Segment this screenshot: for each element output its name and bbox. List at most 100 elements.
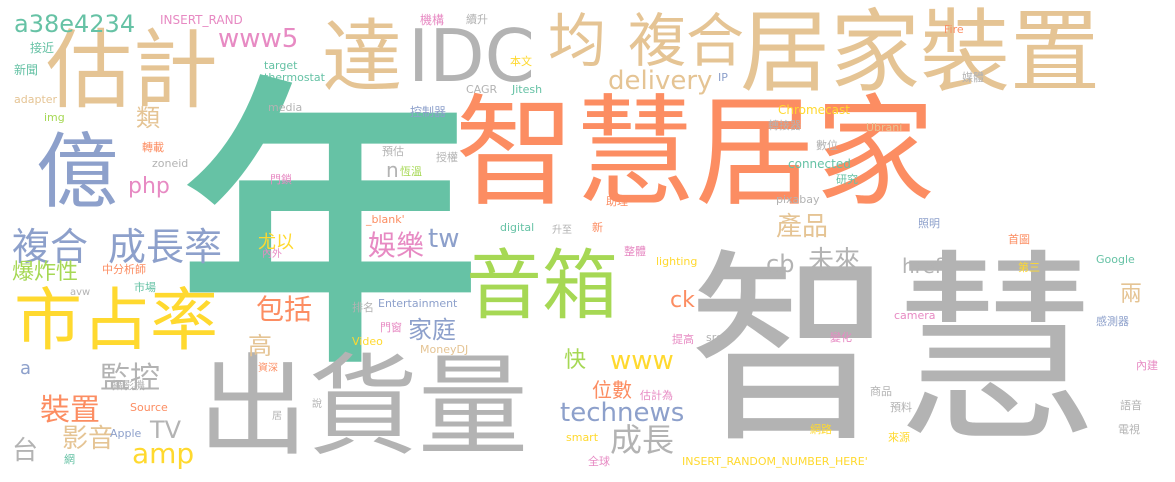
word-fuhe-top: 複合 — [628, 12, 744, 70]
word-a38e4234: a38e4234 — [14, 12, 135, 36]
word-moneydj: MoneyDJ — [420, 344, 468, 355]
word-a: a — [20, 360, 31, 378]
word-connected: connected — [788, 158, 851, 170]
word-www: www — [610, 348, 674, 374]
word-ganceqi: 感測器 — [1096, 316, 1129, 327]
word-jidui: 機構 — [420, 14, 444, 26]
word-tigao: 提高 — [672, 334, 694, 345]
word-shichang: 市場 — [134, 282, 156, 293]
word-liang: 兩 — [1120, 284, 1142, 306]
word-tai: 台 — [12, 438, 38, 464]
word-chengzhang: 成長 — [610, 424, 674, 456]
word-yanjiu: 研究 — [836, 174, 858, 185]
word-quanqiu: 全球 — [588, 456, 610, 467]
word-zhuanjieqi: 轉接器 — [768, 120, 801, 131]
word-adapter: adapter — [14, 94, 57, 105]
word-neijian: 內建 — [1136, 360, 1158, 371]
word-chromecast: Chromecast — [778, 104, 850, 116]
word-shoutu: 首圖 — [1008, 234, 1030, 245]
word-laiyuan: 來源 — [888, 432, 910, 443]
word-sheyingji: 攝影機 — [112, 380, 145, 391]
word-disan: 第三 — [1018, 262, 1040, 273]
word-digital: digital — [500, 222, 534, 233]
word-gao: 高 — [248, 334, 272, 358]
word-dianshi: 電視 — [1118, 424, 1140, 435]
word-neiwai: 內外 — [262, 250, 282, 260]
word-zhuangzhi: 裝置 — [40, 396, 100, 426]
word-zhaoming: 照明 — [918, 218, 940, 229]
word-php: php — [128, 176, 170, 198]
word-lighting: lighting — [656, 256, 697, 267]
word-entertainment: Entertainment — [378, 298, 457, 309]
word-apple: Apple — [110, 428, 141, 439]
word-yuliao: 預料 — [890, 402, 912, 413]
word-blank: _blank' — [366, 214, 405, 225]
word-jiating: 家庭 — [408, 318, 456, 342]
word-chuhuoliang: 出貨量 — [198, 352, 528, 462]
word-yule: 娛樂 — [368, 232, 424, 260]
word-yugu: 預估 — [382, 146, 404, 157]
word-shuo: 說 — [312, 400, 322, 410]
word-baokuo: 包括 — [256, 296, 312, 324]
word-wang: 網 — [64, 454, 75, 465]
word-source: Source — [130, 402, 168, 413]
word-google: Google — [1096, 254, 1135, 265]
word-xinwen: 新聞 — [14, 64, 38, 76]
word-ju: 居 — [272, 412, 282, 422]
word-cagr: CAGR — [466, 84, 497, 95]
word-xin: 新 — [592, 222, 603, 233]
word-ubrani: Ubrani — [866, 122, 902, 133]
word-zhuli: 助理 — [606, 196, 628, 207]
word-img: img — [44, 112, 65, 123]
word-avw: avw — [70, 288, 90, 298]
word-pixabay: pixabay — [776, 194, 820, 205]
word-tv: TV — [150, 418, 181, 442]
word-shizhanlv: 市占率 — [14, 288, 218, 356]
word-yingyin: 影音 — [62, 426, 114, 452]
word-benwen: 本文 — [510, 56, 532, 67]
word-src: src — [706, 332, 722, 343]
word-jiejin: 接近 — [30, 42, 54, 54]
word-insert-random-number: INSERT_RANDOM_NUMBER_HERE' — [682, 456, 868, 467]
word-video: Video — [352, 336, 383, 347]
word-media: media — [268, 102, 302, 113]
word-shangpin: 商品 — [870, 386, 892, 397]
word-zhihui-jujia: 智慧居家 — [455, 94, 935, 214]
word-ziliao: 資深 — [258, 364, 278, 374]
word-ck: ck — [670, 290, 695, 312]
word-paiming: 排名 — [352, 302, 374, 313]
word-chengzhanglv: 成長率 — [108, 228, 222, 266]
word-yuyin: 語音 — [1120, 400, 1142, 411]
word-tw: tw — [428, 226, 459, 252]
word-chanpin: 產品 — [776, 214, 828, 240]
word-mensuo: 門鎖 — [270, 174, 292, 185]
word-n: n — [386, 160, 399, 180]
word-gujiwei: 估計為 — [640, 390, 673, 401]
word-shoubian: 授權 — [436, 152, 458, 163]
word-amp: amp — [132, 440, 194, 468]
word-jun: 均 — [548, 12, 606, 70]
word-zhongfenxishi: 中分析師 — [102, 264, 146, 275]
word-hengwen: 恆溫 — [400, 166, 422, 177]
word-baozhaxing: 爆炸性 — [12, 262, 78, 284]
word-menchuang: 門窗 — [380, 322, 402, 333]
word-jujia-zhuangzhi: 居家裝置 — [740, 8, 1100, 98]
word-bianhua: 變化 — [830, 332, 852, 343]
word-thermostat: thermostat — [264, 72, 325, 83]
word-shuwei: 數位 — [816, 140, 838, 151]
word-fire: Fire — [944, 24, 964, 35]
word-jitesh: Jitesh — [512, 84, 542, 95]
word-shengzhi: 升至 — [552, 226, 572, 236]
word-kongzhiqi: 控制器 — [410, 106, 446, 118]
word-lei: 類 — [136, 106, 160, 130]
word-xusheng: 續升 — [466, 14, 488, 25]
word-yinxiang: 音箱 — [466, 248, 618, 324]
word-wanglu: 網路 — [810, 424, 832, 435]
word-zoneid: zoneid — [152, 158, 188, 169]
word-weishu: 位數 — [592, 380, 632, 400]
word-da: 達 — [322, 18, 402, 98]
word-www5: www5 — [218, 26, 298, 52]
word-zhengti: 整體 — [624, 246, 646, 257]
word-href: href — [902, 256, 942, 276]
word-yi: 億 — [36, 132, 118, 214]
